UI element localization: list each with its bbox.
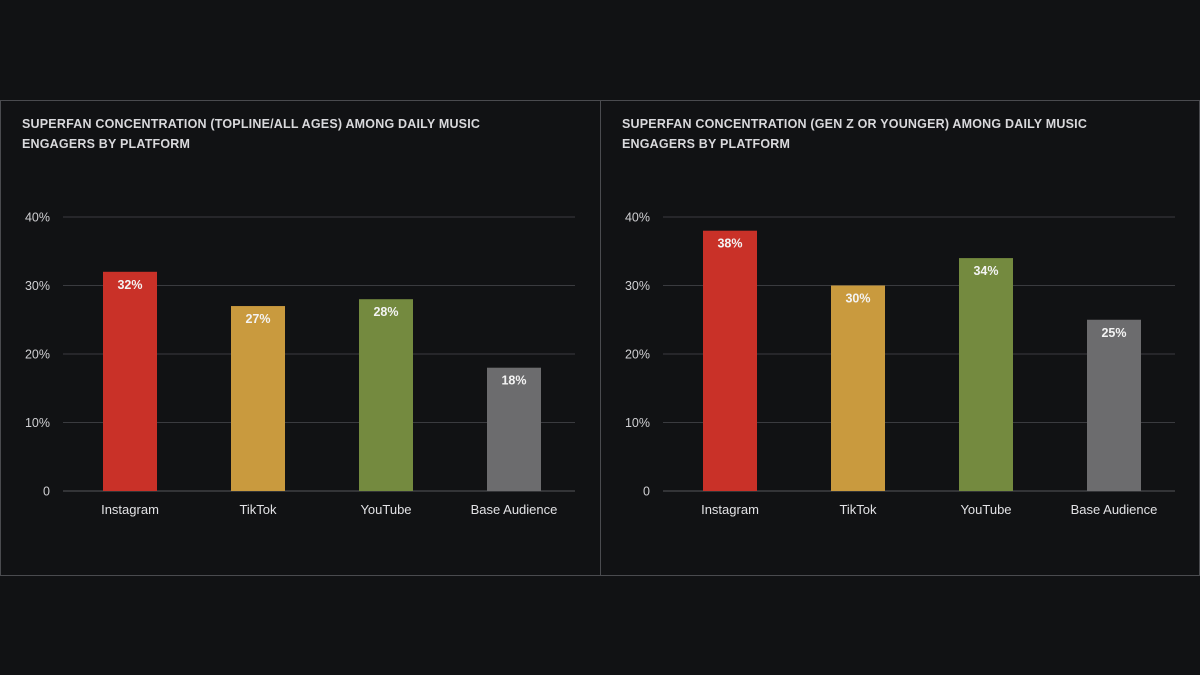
bar-chart-all-ages: 0 10% 20% 30% 40% 32% Instagram 27% TikTok 28% You… [25, 211, 575, 517]
bar-value-label: 18% [501, 374, 526, 388]
x-category-label: Base Audience [1071, 502, 1158, 517]
bar-base-audience [1087, 319, 1141, 491]
y-tick-label: 10% [25, 416, 50, 430]
chart-panel-all-ages: SUPERFAN CONCENTRATION (TOPLINE/ALL AGES… [1, 101, 600, 575]
bar-base-audience [487, 367, 541, 491]
x-category-label: Base Audience [471, 502, 558, 517]
chart-panel-gen-z: SUPERFAN CONCENTRATION (GEN Z OR YOUNGER… [601, 101, 1200, 575]
bar-tiktok [231, 306, 285, 491]
chart-title: SUPERFAN CONCENTRATION (TOPLINE/ALL AGES… [22, 117, 481, 151]
y-tick-label: 40% [25, 211, 50, 225]
x-category-label: TikTok [839, 502, 877, 517]
bar-chart-gen-z: 0 10% 20% 30% 40% 38% Instagram 30% TikTok 34% You… [625, 211, 1175, 517]
x-category-label: YouTube [360, 502, 411, 517]
bar-value-label: 28% [373, 305, 398, 319]
chart-title: SUPERFAN CONCENTRATION (GEN Z OR YOUNGER… [622, 117, 1088, 151]
y-tick-label: 30% [625, 279, 650, 293]
bar-value-label: 32% [117, 278, 142, 292]
x-category-label: Instagram [701, 502, 759, 517]
bar-value-label: 38% [717, 237, 742, 251]
bar-value-label: 34% [973, 264, 998, 278]
y-tick-label: 0 [43, 485, 50, 499]
x-category-label: TikTok [239, 502, 277, 517]
charts-frame: SUPERFAN CONCENTRATION (TOPLINE/ALL AGES… [0, 100, 1200, 576]
bar-value-label: 30% [845, 292, 870, 306]
x-category-label: Instagram [101, 502, 159, 517]
y-tick-label: 20% [25, 348, 50, 362]
x-category-label: YouTube [960, 502, 1011, 517]
bar-value-label: 25% [1101, 326, 1126, 340]
bar-youtube [359, 299, 413, 491]
y-tick-label: 40% [625, 211, 650, 225]
bar-tiktok [831, 285, 885, 491]
panel-divider [600, 101, 601, 575]
bar-instagram [703, 230, 757, 491]
bar-youtube [959, 258, 1013, 491]
y-tick-label: 10% [625, 416, 650, 430]
y-tick-label: 0 [643, 485, 650, 499]
bar-instagram [103, 271, 157, 491]
y-tick-label: 30% [25, 279, 50, 293]
bar-value-label: 27% [245, 312, 270, 326]
y-tick-label: 20% [625, 348, 650, 362]
